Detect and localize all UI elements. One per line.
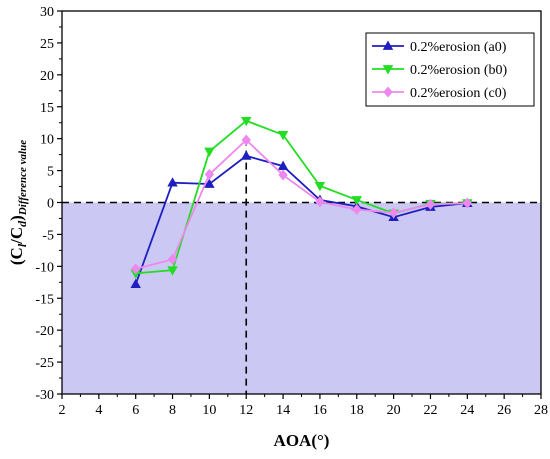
legend-entry-a0: 0.2%erosion (a0): [372, 40, 507, 55]
data-point-c0: [425, 198, 436, 210]
y-tick-label: -25: [35, 356, 54, 371]
y-axis-title-mid: /C: [7, 227, 26, 245]
y-axis-title-sub-l: l: [15, 243, 29, 247]
x-tick-label: 24: [460, 403, 474, 418]
x-tick-label: 18: [350, 403, 364, 418]
y-axis-title: (Cl/Cd)Difference value: [7, 140, 29, 265]
x-tick-label: 20: [387, 403, 401, 418]
x-tick-label: 22: [423, 403, 437, 418]
legend-label: 0.2%erosion (b0): [410, 63, 508, 78]
y-axis-title-subscript: Difference value: [17, 140, 29, 216]
data-point-b0: [204, 147, 215, 157]
y-tick-label: -10: [35, 260, 54, 275]
legend-label: 0.2%erosion (a0): [410, 40, 507, 55]
legend-swatch-marker: [383, 86, 393, 98]
x-tick-label: 10: [202, 403, 216, 418]
data-point-a0: [241, 150, 252, 160]
x-tick-label: 8: [169, 403, 176, 418]
data-point-a0: [277, 160, 289, 170]
x-tick-label: 26: [497, 403, 511, 418]
x-tick-label: 4: [95, 403, 102, 418]
data-point-a0: [167, 177, 178, 187]
data-point-c0: [278, 169, 288, 181]
y-tick-label: 0: [47, 197, 54, 212]
x-tick-label: 14: [276, 403, 290, 418]
data-point-c0: [352, 204, 362, 216]
y-tick-label: -20: [35, 324, 54, 339]
data-point-c0: [388, 207, 399, 219]
y-axis: -30 -25 -20 -15 -10 -5 0 5 10 15 20 25 30: [35, 5, 62, 403]
y-axis-title-main: (C: [7, 247, 26, 265]
x-axis-title: AOA(°): [274, 431, 330, 450]
x-axis: 2 4 6 8 10 12 14 16 18 20 22 24 26 28: [59, 394, 548, 418]
legend-entry-b0: 0.2%erosion (b0): [372, 63, 508, 78]
y-axis-title-sub-d: d: [15, 220, 29, 227]
x-tick-label: 16: [313, 403, 327, 418]
y-tick-label: -15: [35, 292, 54, 307]
series-layer: [130, 116, 473, 289]
data-point-b0: [314, 182, 326, 192]
x-tick-label: 6: [132, 403, 139, 418]
x-tick-label: 12: [239, 403, 253, 418]
y-tick-label: -5: [42, 228, 54, 243]
data-point-c0: [315, 196, 325, 208]
legend-entry-c0: 0.2%erosion (c0): [372, 86, 507, 101]
series-c0: [131, 134, 472, 275]
legend: 0.2%erosion (a0) 0.2%erosion (b0) 0.2%eros…: [365, 32, 535, 107]
data-point-c0: [167, 253, 178, 265]
y-tick-label: 30: [40, 5, 54, 20]
y-axis-title-close: ): [7, 215, 26, 221]
legend-swatch-marker: [382, 40, 394, 50]
series-line-a0: [134, 154, 468, 285]
y-tick-label: 20: [40, 69, 54, 84]
legend-entries: 0.2%erosion (a0) 0.2%erosion (b0) 0.2%eros…: [372, 40, 508, 101]
data-point-b0: [241, 116, 252, 127]
y-tick-label: 15: [40, 101, 54, 116]
data-point-b0: [167, 266, 178, 276]
data-point-a0: [130, 278, 141, 289]
series-line-c0: [135, 138, 468, 270]
data-point-a0: [204, 178, 215, 188]
y-tick-label: 10: [40, 133, 54, 148]
y-tick-label: 25: [40, 37, 54, 52]
data-point-c0: [204, 168, 215, 180]
data-point-c0: [241, 134, 251, 146]
x-tick-label: 2: [59, 403, 66, 418]
legend-swatch-marker: [382, 65, 394, 75]
y-tick-label: 5: [47, 165, 54, 180]
legend-label: 0.2%erosion (c0): [410, 86, 507, 101]
y-tick-label: -30: [35, 388, 54, 403]
negative-region-shading: [62, 202, 541, 394]
data-point-b0: [277, 130, 289, 141]
data-point-c0: [131, 263, 141, 275]
data-point-b0: [351, 196, 362, 206]
x-tick-label: 28: [534, 403, 548, 418]
data-point-c0: [462, 197, 472, 209]
